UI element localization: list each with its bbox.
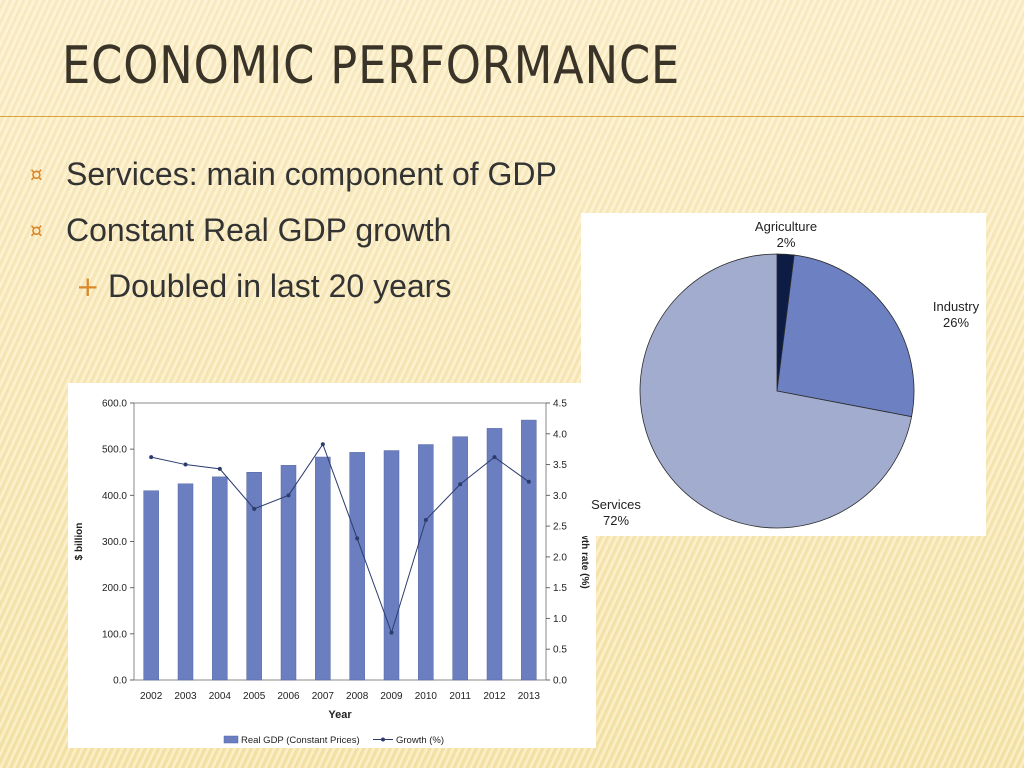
y2-tick-label: 4.0 [553, 429, 567, 440]
pie-slice-industry [776, 254, 915, 418]
gdp-bar [315, 456, 331, 681]
y-tick-label: 0.0 [113, 676, 127, 687]
growth-point [355, 536, 360, 541]
pie-pct-agriculture: 2% [777, 235, 796, 250]
x-tick-label: 2010 [415, 691, 438, 702]
gdp-bar [280, 465, 297, 681]
x-tick-label: 2007 [312, 691, 335, 702]
bullet-list: ¤ Services: main component of GDP ¤ Cons… [30, 146, 557, 314]
y-tick-label: 100.0 [102, 629, 127, 640]
bullet-text: Services: main component of GDP [66, 155, 557, 192]
x-tick-label: 2002 [140, 691, 163, 702]
y2-tick-label: 0.0 [553, 676, 567, 687]
legend-bar-swatch [223, 735, 239, 744]
y2-tick-label: 1.0 [553, 614, 567, 625]
y-tick-label: 500.0 [102, 445, 127, 456]
pie-pct-industry: 26% [943, 315, 969, 330]
growth-point [492, 455, 497, 460]
x-tick-label: 2012 [483, 691, 506, 702]
gdp-bar [246, 472, 262, 681]
growth-point [423, 517, 428, 522]
gdp-bar [486, 428, 503, 681]
x-tick-label: 2003 [174, 691, 197, 702]
pie-label-agriculture: Agriculture [755, 219, 817, 234]
growth-point [286, 493, 291, 498]
x-tick-label: 2006 [277, 691, 300, 702]
y2-tick-label: 1.5 [553, 583, 567, 594]
y2-axis-label: Growth rate (%) [579, 514, 590, 588]
plot-area-frame [133, 402, 547, 681]
bullet-item: ¤ Services: main component of GDP [30, 146, 557, 202]
y2-tick-label: 4.5 [553, 399, 567, 410]
x-tick-label: 2008 [346, 691, 369, 702]
plus-marker-icon: + [76, 269, 100, 303]
y2-tick-label: 2.5 [553, 522, 567, 533]
x-tick-label: 2013 [518, 691, 541, 702]
growth-point [217, 466, 222, 471]
title-divider [0, 116, 1024, 117]
gdp-bar [177, 483, 194, 681]
bullet-marker-icon: ¤ [30, 162, 43, 186]
growth-point [183, 462, 188, 467]
growth-point [320, 442, 325, 447]
x-tick-label: 2004 [209, 691, 232, 702]
y2-tick-label: 3.5 [553, 460, 567, 471]
y-axis-label: $ billion [74, 523, 85, 561]
y-tick-label: 600.0 [102, 399, 127, 410]
sub-bullet-item: + Doubled in last 20 years [30, 258, 557, 314]
growth-point [149, 455, 154, 460]
slide-title: ECONOMIC PERFORMANCE [62, 36, 681, 96]
bullet-item: ¤ Constant Real GDP growth [30, 202, 557, 258]
y-tick-label: 400.0 [102, 491, 127, 502]
pie-label-services: Services [591, 497, 641, 512]
pie-label-industry: Industry [933, 299, 980, 314]
pie-pct-services: 72% [603, 513, 629, 528]
gdp-bar [521, 419, 537, 681]
gdp-bar-chart: 0.0 100.0 200.0 300.0 400.0 500.0 600.0 0.0 0.5 1… [74, 399, 590, 747]
growth-point [389, 630, 394, 635]
growth-point [252, 506, 257, 511]
pie-slice-services [639, 253, 913, 529]
gdp-bar [383, 450, 400, 681]
growth-point [458, 482, 463, 487]
gdp-bar [418, 444, 434, 681]
growth-point [526, 479, 531, 484]
y2-tick-label: 0.5 [553, 645, 567, 656]
x-tick-label: 2005 [243, 691, 266, 702]
x-axis-label: Year [328, 709, 352, 721]
bullet-text: Constant Real GDP growth [66, 211, 452, 248]
sub-bullet-text: Doubled in last 20 years [108, 267, 452, 304]
gdp-bar-chart-panel: 0.0 100.0 200.0 300.0 400.0 500.0 600.0 0.0 0.5 1… [68, 383, 596, 748]
legend-line-marker [381, 737, 385, 742]
bullet-marker-icon: ¤ [30, 218, 43, 242]
y2-tick-label: 2.0 [553, 552, 567, 563]
gdp-bar [349, 452, 365, 681]
gdp-bar [212, 476, 228, 681]
gdp-bar [143, 490, 159, 681]
y-tick-label: 200.0 [102, 583, 127, 594]
x-tick-label: 2011 [449, 691, 471, 702]
growth-line [151, 443, 530, 635]
y-tick-label: 300.0 [102, 537, 127, 548]
legend-bar-label: Real GDP (Constant Prices) [241, 735, 360, 746]
y2-tick-label: 3.0 [553, 491, 567, 502]
gdp-bar [452, 436, 468, 681]
sector-pie-chart-panel: Agriculture 2% Industry 26% Services 72% [581, 213, 986, 536]
legend-line-label: Growth (%) [396, 735, 444, 746]
x-tick-label: 2009 [380, 691, 403, 702]
